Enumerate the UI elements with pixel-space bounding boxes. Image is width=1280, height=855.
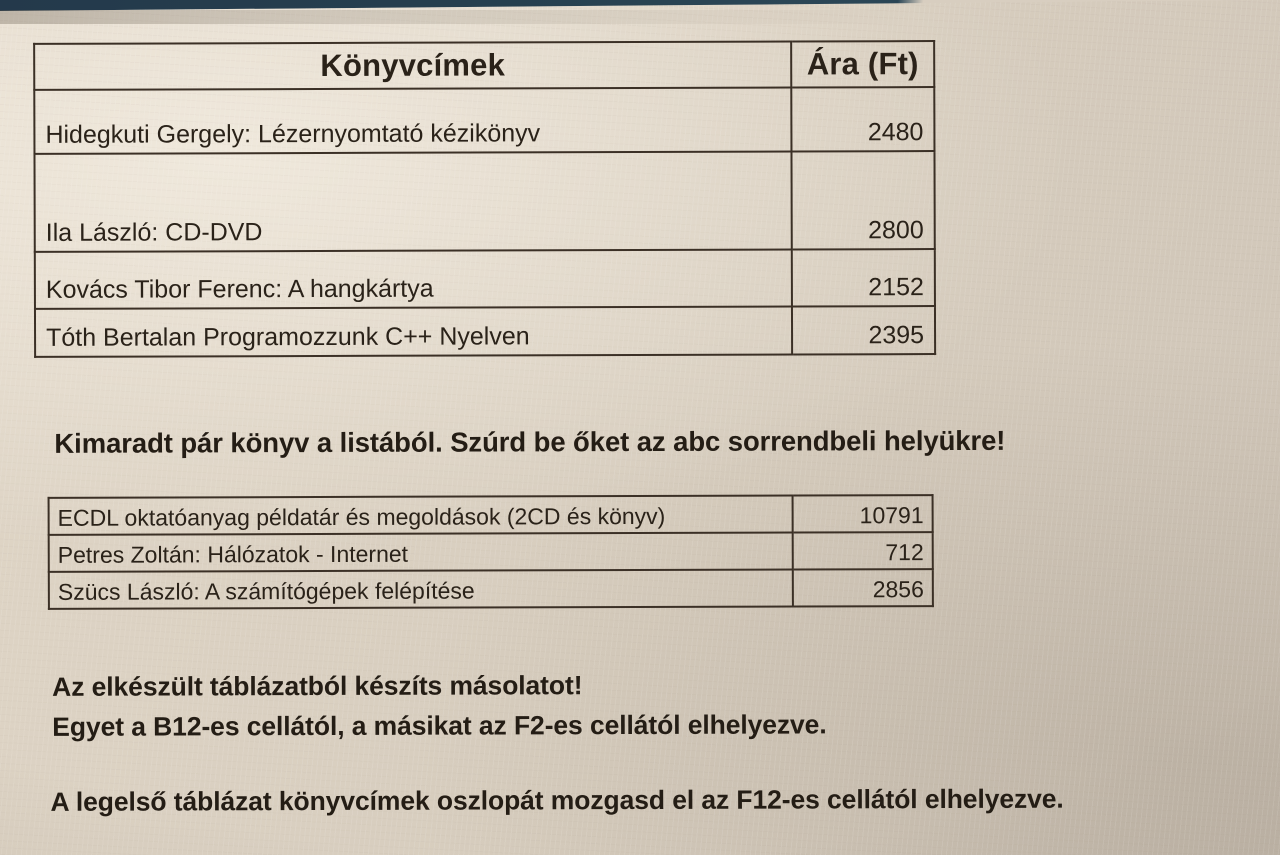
instruction-move-title-column: A legelső táblázat könyvcímek oszlopát m… [50,783,1064,817]
book-title-cell: Hidegkuti Gergely: Lézernyomtató kézikön… [34,87,792,154]
book-title-cell: Szücs László: A számítógépek felépítése [48,569,793,609]
table-header-row: Könyvcímek Ára (Ft) [34,41,935,90]
table-row: Tóth Bertalan Programozzunk C++ Nyelven … [34,306,936,357]
book-title-cell: Petres Zoltán: Hálózatok - Internet [48,532,793,572]
table-row: Kovács Tibor Ferenc: A hangkártya 2152 [34,249,935,309]
column-header-price: Ára (Ft) [791,41,935,88]
table-row: Szücs László: A számítógépek felépítése … [48,569,933,609]
book-title-cell: ECDL oktatóanyag példatár és megoldások … [48,495,793,535]
book-price-cell: 2152 [791,249,935,307]
book-price-table: Könyvcímek Ára (Ft) Hidegkuti Gergely: L… [33,40,936,358]
book-price-cell: 2395 [791,306,936,355]
book-title-cell: Ila László: CD-DVD [34,151,792,252]
book-price-cell: 2480 [791,87,935,152]
book-title-cell: Kovács Tibor Ferenc: A hangkártya [34,249,792,309]
table-row: Hidegkuti Gergely: Lézernyomtató kézikön… [34,87,935,154]
book-price-cell: 10791 [792,495,933,533]
missing-books-table: ECDL oktatóanyag példatár és megoldások … [48,494,934,610]
book-price-cell: 2800 [791,151,935,250]
table-row: Ila László: CD-DVD 2800 [34,151,935,252]
instruction-copy-target-cells: Egyet a B12-es cellától, a másikat az F2… [52,709,827,742]
book-title-cell: Tóth Bertalan Programozzunk C++ Nyelven [34,306,793,357]
instruction-insert-missing-books: Kimaradt pár könyv a listából. Szúrd be … [54,424,1006,459]
book-price-cell: 2856 [792,569,933,607]
table-row: ECDL oktatóanyag példatár és megoldások … [48,495,933,535]
table-row: Petres Zoltán: Hálózatok - Internet 712 [48,532,933,572]
book-price-cell: 712 [792,532,933,570]
column-header-book-titles: Könyvcímek [34,41,792,90]
instruction-make-copy: Az elkészült táblázatból készíts másolat… [52,670,583,702]
